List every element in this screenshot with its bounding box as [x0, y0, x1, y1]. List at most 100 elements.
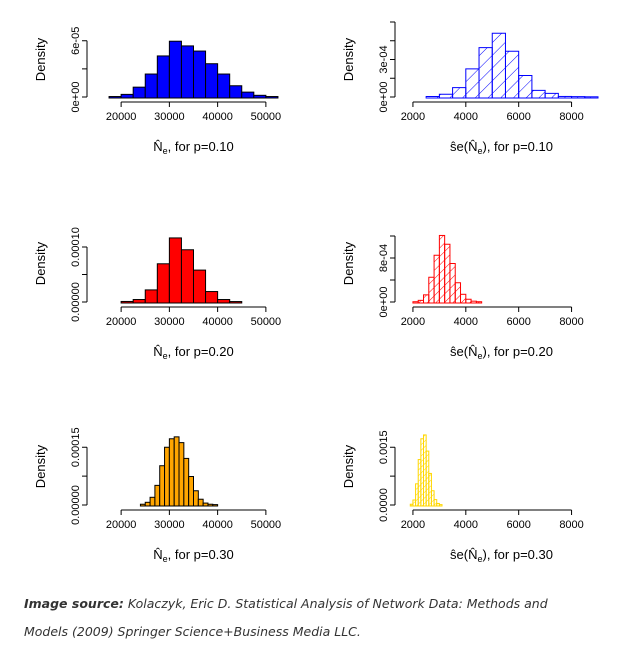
- x-tick-label: 4000: [454, 316, 478, 328]
- histogram-bar: [438, 504, 443, 507]
- histogram-bar: [265, 96, 279, 99]
- histogram-bar: [229, 301, 243, 304]
- histogram-bar: [212, 504, 219, 507]
- caption-label: Image source:: [24, 596, 124, 611]
- x-tick-label: 50000: [251, 316, 282, 328]
- histogram-figure: 20000 30000 40000 50000 0e+00 6e-05 Density N̂e…: [33, 21, 599, 564]
- y-tick-label: 8e-04: [378, 244, 390, 272]
- histogram-bar: [428, 472, 432, 507]
- y-tick-label: 0e+00: [378, 287, 390, 318]
- histogram-bar: [584, 96, 599, 99]
- histogram-bar: [183, 457, 190, 507]
- histogram-bar: [518, 75, 533, 99]
- y-axis-label: Density: [33, 241, 48, 285]
- x-tick-label: 50000: [251, 519, 282, 531]
- image-source-caption-line2: Models (2009) Springer Science+Business …: [24, 618, 614, 646]
- histogram-bar: [205, 63, 219, 99]
- histogram-bar: [412, 301, 419, 304]
- histogram-bar: [444, 243, 451, 304]
- histogram-bar: [465, 298, 472, 304]
- histogram-bar: [452, 87, 467, 99]
- caption-citation-cont: Models (2009) Springer Science+Business …: [24, 624, 361, 639]
- histogram-bar: [197, 498, 204, 507]
- histogram-bar: [173, 436, 180, 507]
- histogram-bar: [132, 299, 146, 304]
- histogram-bar: [156, 263, 170, 304]
- x-tick-label: 4000: [454, 111, 478, 123]
- histogram-bar: [132, 86, 146, 99]
- histogram-bar: [491, 32, 506, 99]
- histogram-bar: [139, 503, 146, 507]
- x-tick-label: 30000: [154, 111, 185, 123]
- y-tick-label: 0.00010: [70, 227, 82, 267]
- x-tick-label: 2000: [401, 316, 425, 328]
- x-tick-label: 50000: [251, 111, 282, 123]
- histogram-bar: [108, 96, 122, 99]
- histogram-bar: [423, 294, 430, 304]
- x-axis-label: ŝe(N̂e), for p=0.30: [450, 547, 553, 564]
- histogram-bar: [164, 446, 170, 507]
- histogram-bar: [241, 91, 255, 99]
- x-tick-label: 2000: [401, 519, 425, 531]
- y-axis-label: Density: [341, 444, 356, 488]
- histogram-bar: [449, 263, 456, 304]
- histogram-bar: [144, 73, 158, 99]
- histogram-bar: [465, 68, 480, 99]
- histogram-bar: [202, 502, 209, 507]
- x-tick-label: 40000: [202, 111, 233, 123]
- caption-citation: Kolaczyk, Eric D. Statistical Analysis o…: [123, 596, 548, 611]
- x-axis-label: N̂e, for p=0.10: [153, 139, 234, 156]
- y-tick-label: 0.00015: [70, 427, 82, 467]
- histogram-bar: [154, 484, 161, 507]
- x-tick-label: 40000: [202, 519, 233, 531]
- histogram-bar: [149, 496, 156, 507]
- histogram-bar: [478, 47, 493, 99]
- x-tick-label: 6000: [506, 519, 530, 531]
- histogram-bar: [229, 85, 243, 99]
- histogram-bar: [180, 249, 194, 304]
- histogram-bar: [159, 465, 166, 507]
- histogram-bar: [193, 490, 199, 507]
- x-tick-label: 30000: [154, 316, 185, 328]
- y-axis-label: Density: [341, 241, 356, 285]
- y-tick-label: 0.0015: [378, 430, 390, 464]
- histogram-bar: [120, 300, 134, 304]
- histogram-bar: [144, 501, 151, 507]
- histogram-bar: [120, 93, 134, 99]
- histogram-bar: [470, 300, 477, 304]
- image-source-caption: Image source: Kolaczyk, Eric D. Statisti…: [24, 590, 614, 618]
- histogram-bar: [217, 299, 231, 304]
- histogram-bar: [205, 291, 219, 304]
- y-axis-label: Density: [33, 37, 48, 81]
- y-tick-label: 0.00000: [70, 485, 82, 525]
- histogram-bar: [531, 89, 546, 99]
- histogram-bar: [428, 276, 435, 304]
- y-tick-label: 0e+00: [70, 82, 82, 113]
- histogram-bar: [433, 499, 438, 507]
- histogram-bar: [475, 301, 483, 304]
- histogram-bar: [188, 476, 195, 507]
- histogram-bar: [168, 438, 175, 507]
- x-tick-label: 30000: [154, 519, 185, 531]
- y-tick-label: 6e-05: [70, 27, 82, 55]
- x-axis-label: ŝe(N̂e), for p=0.10: [450, 139, 553, 156]
- histogram-bar: [168, 40, 182, 99]
- x-tick-label: 40000: [202, 316, 233, 328]
- histogram-bar: [557, 95, 573, 99]
- x-tick-label: 20000: [106, 519, 137, 531]
- histogram-bar: [178, 442, 185, 507]
- histogram-bar: [438, 93, 454, 99]
- x-tick-label: 20000: [106, 111, 137, 123]
- x-axis-label: ŝe(N̂e), for p=0.20: [450, 344, 553, 361]
- x-axis-label: N̂e, for p=0.30: [153, 547, 234, 564]
- histogram-bar: [253, 94, 267, 99]
- histogram-bar: [417, 299, 425, 304]
- histogram-bar: [430, 490, 435, 507]
- histogram-bar: [180, 45, 194, 99]
- histogram-bar: [544, 92, 559, 99]
- histogram-bar: [217, 73, 231, 99]
- histogram-bar: [433, 254, 440, 304]
- y-tick-label: 0e+00: [378, 82, 390, 113]
- x-tick-label: 4000: [454, 519, 478, 531]
- histogram-bar: [193, 50, 207, 99]
